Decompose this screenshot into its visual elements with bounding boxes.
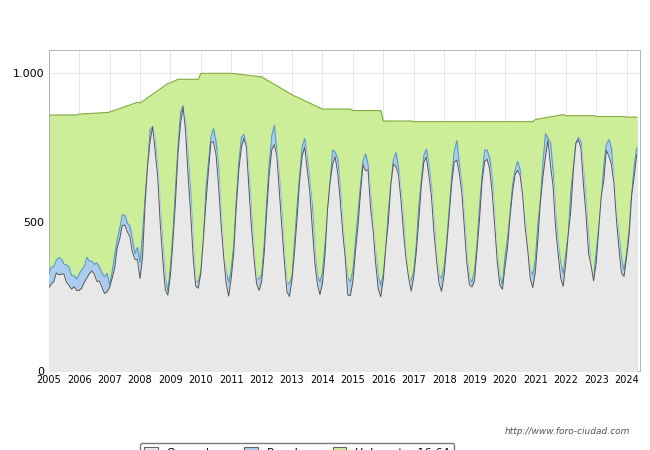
Text: http://www.foro-ciudad.com: http://www.foro-ciudad.com xyxy=(505,428,630,436)
Legend: Ocupados, Parados, Hab. entre 16-64: Ocupados, Parados, Hab. entre 16-64 xyxy=(140,443,454,450)
Text: Rafelcofer - Evolucion de la poblacion en edad de Trabajar Mayo de 2024: Rafelcofer - Evolucion de la poblacion e… xyxy=(109,15,541,28)
